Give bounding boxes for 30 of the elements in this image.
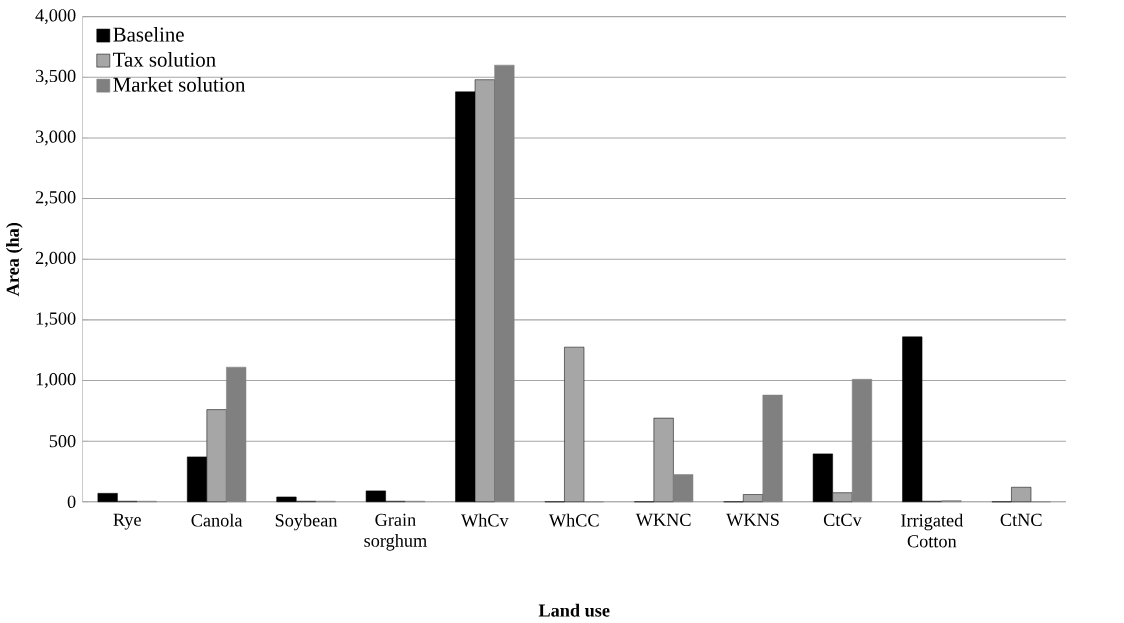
y-axis-title: Area (ha)	[6, 223, 23, 297]
bar	[226, 367, 247, 503]
y-tick-label: 1,000	[36, 373, 76, 389]
x-axis-title: Land use	[538, 603, 610, 617]
bar	[673, 474, 694, 503]
y-tick-label: 3,500	[35, 69, 76, 85]
bar	[494, 64, 515, 503]
y-tick-label: 2,000	[35, 251, 76, 267]
x-tick-label: WhCv	[461, 513, 509, 527]
x-tick-label: WKNC	[635, 513, 691, 527]
y-tick-label: 4,000	[35, 9, 76, 25]
x-tick-label: Canola	[191, 513, 243, 527]
x-tick-label: WKNS	[726, 513, 779, 527]
x-tick-label: Rye	[113, 513, 141, 530]
x-tick-label: WhCC	[548, 513, 599, 527]
x-tick-label: Soybean	[275, 513, 338, 531]
bar	[762, 394, 783, 503]
x-tick-label: Grain sorghum	[364, 513, 427, 551]
legend-label: Market solution	[113, 77, 246, 92]
bar	[851, 379, 873, 503]
y-tick-label: 3,000	[35, 130, 76, 146]
legend-label: Tax solution	[113, 52, 216, 67]
x-tick-label: CtNC	[1000, 513, 1042, 527]
x-tick-label: CtCv	[823, 513, 862, 527]
y-tick-label: 0	[67, 495, 76, 509]
y-tick-label: 2,500	[35, 191, 76, 207]
legend-label: Baseline	[113, 27, 184, 42]
y-tick-label: 1,500	[36, 312, 76, 328]
y-tick-label: 500	[49, 435, 76, 448]
x-tick-label: Irrigated Cotton	[901, 513, 964, 548]
